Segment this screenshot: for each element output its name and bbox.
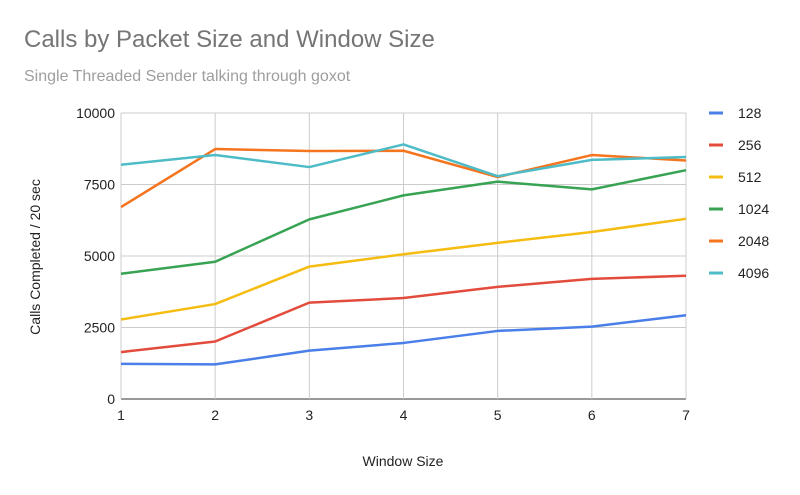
legend-label-512: 512	[738, 169, 762, 185]
legend-label-2048: 2048	[738, 233, 769, 249]
x-tick-label: 3	[305, 407, 313, 423]
x-tick-label: 7	[682, 407, 690, 423]
y-tick-label: 0	[107, 391, 115, 407]
y-tick-label: 5000	[84, 248, 115, 264]
chart-subtitle: Single Threaded Sender talking through g…	[24, 68, 351, 85]
legend-label-256: 256	[738, 137, 762, 153]
series-line-256	[120, 274, 687, 354]
x-axis-title: Window Size	[363, 453, 444, 469]
y-tick-label: 7500	[84, 177, 115, 193]
series-line-128	[120, 313, 687, 366]
series-lines	[120, 143, 687, 366]
series-line-1024	[120, 168, 687, 275]
legend-label-1024: 1024	[738, 201, 769, 217]
chart-title: Calls by Packet Size and Window Size	[24, 26, 435, 53]
x-axis-ticks: 1 2 3 4 5 6 7	[117, 407, 690, 423]
y-tick-label: 2500	[84, 320, 115, 336]
x-tick-label: 6	[588, 407, 596, 423]
legend: 128 256 512 1024 2048 4096	[709, 105, 769, 281]
y-axis-ticks: 0 2500 5000 7500 10000	[76, 105, 115, 407]
x-tick-label: 2	[211, 407, 219, 423]
x-tick-label: 1	[117, 407, 125, 423]
x-tick-label: 5	[494, 407, 502, 423]
series-line-2048	[120, 147, 687, 209]
series-line-4096	[120, 143, 687, 178]
legend-label-128: 128	[738, 105, 762, 121]
series-line-512	[120, 217, 687, 321]
x-tick-label: 4	[400, 407, 408, 423]
y-axis-title: Calls Completed / 20 sec	[27, 179, 43, 335]
legend-label-4096: 4096	[738, 265, 769, 281]
y-tick-label: 10000	[76, 105, 115, 121]
